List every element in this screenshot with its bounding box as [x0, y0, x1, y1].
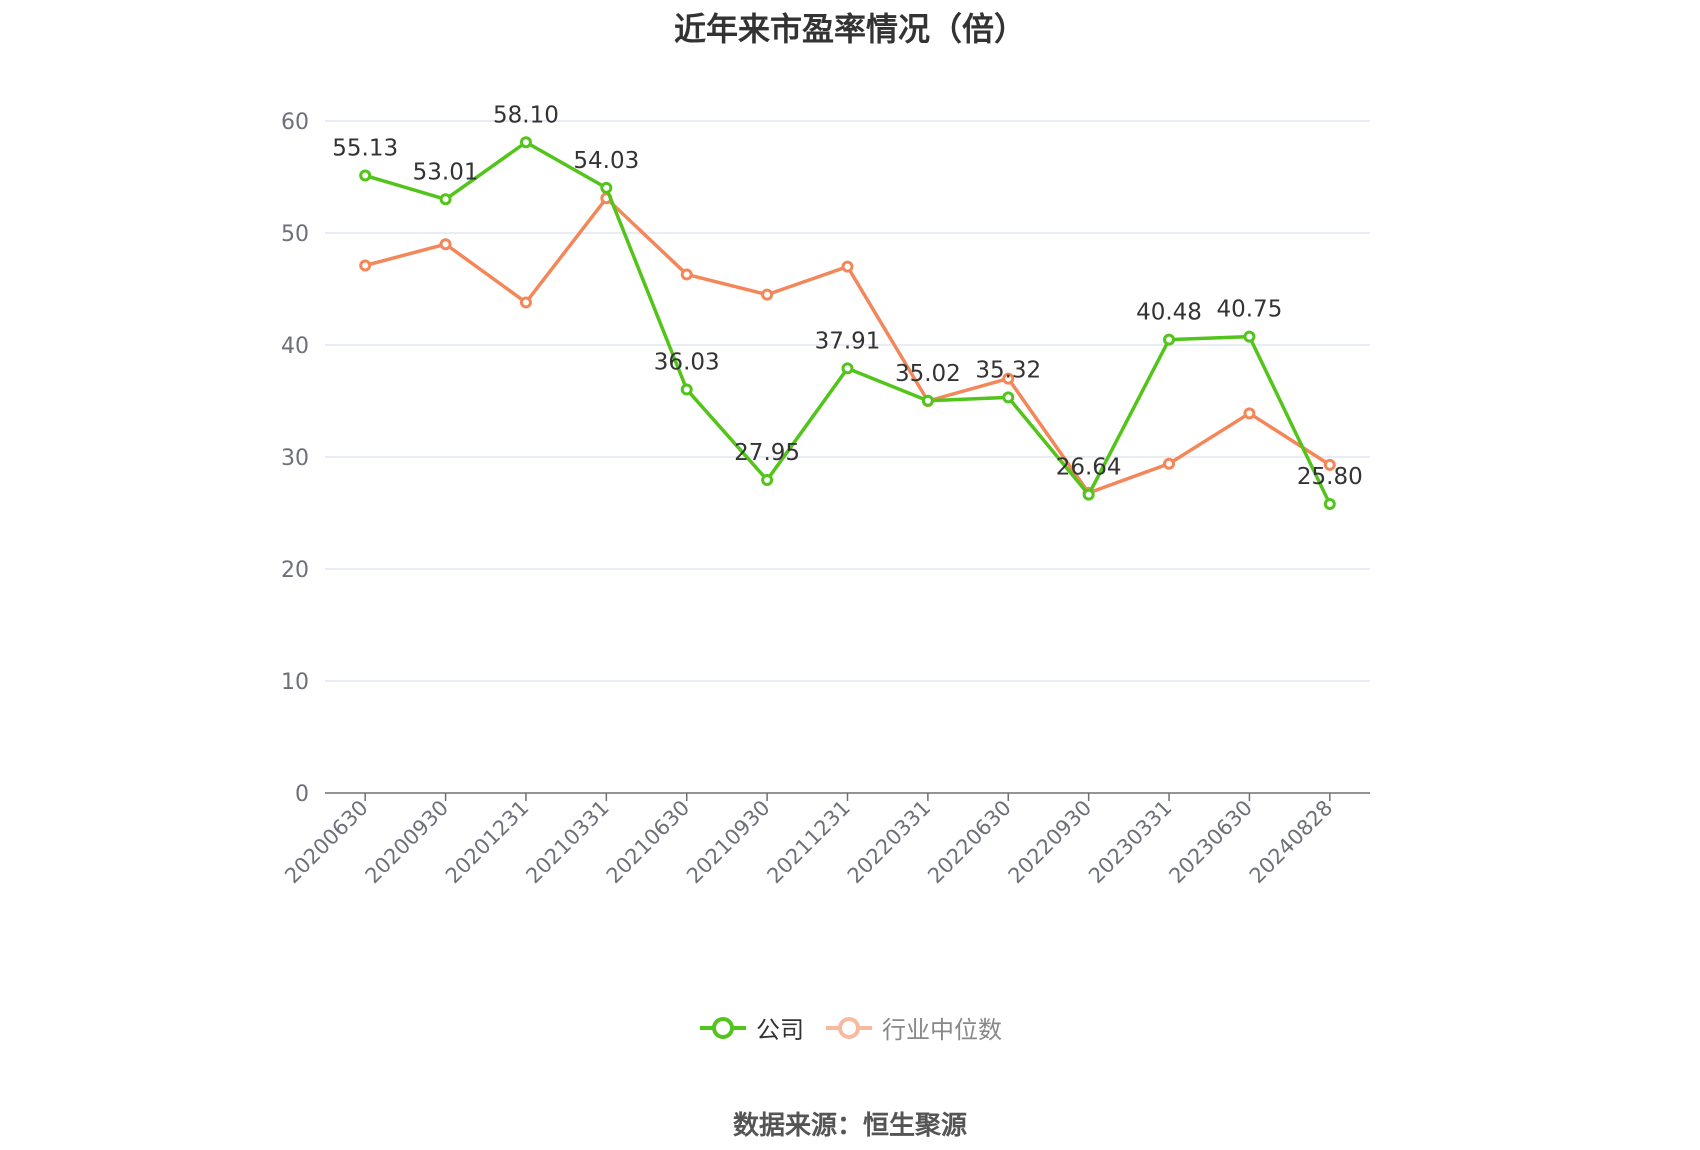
x-tick-label: 20210630 — [602, 796, 695, 889]
data-label: 36.03 — [654, 349, 720, 375]
legend-label-company: 公司 — [756, 1016, 804, 1044]
data-point — [359, 169, 372, 182]
x-tick-label: 20201231 — [441, 796, 534, 889]
data-label: 53.01 — [413, 159, 479, 185]
data-point — [761, 473, 774, 486]
legend: 公司 行业中位数 — [0, 1010, 1700, 1045]
data-point — [1243, 330, 1256, 343]
y-tick-label: 40 — [281, 334, 309, 359]
y-tick-label: 0 — [295, 782, 309, 807]
data-label: 58.10 — [493, 102, 559, 128]
data-point — [921, 394, 934, 407]
data-label: 27.95 — [734, 440, 800, 466]
legend-line-circle-icon — [700, 1016, 746, 1039]
y-tick-label: 60 — [281, 110, 309, 135]
data-point — [1002, 372, 1015, 385]
legend-item-industry-median[interactable]: 行业中位数 — [824, 1010, 1002, 1045]
grid-layer — [325, 120, 1370, 682]
data-point — [519, 296, 532, 309]
data-point — [680, 268, 693, 281]
data-point — [519, 136, 532, 149]
x-tick-label: 20230630 — [1164, 796, 1257, 889]
data-label: 40.75 — [1216, 297, 1282, 323]
x-tick-label: 20210930 — [682, 796, 775, 889]
data-label: 26.64 — [1056, 455, 1122, 481]
x-tick-label: 20230331 — [1084, 796, 1177, 889]
data-point — [439, 238, 452, 251]
data-source: 数据来源：恒生聚源 — [732, 1111, 967, 1141]
data-point — [1323, 458, 1336, 471]
data-point — [761, 288, 774, 301]
axis-layer: 0102030405060202006302020093020201231202… — [280, 110, 1370, 888]
data-point — [841, 260, 854, 273]
data-point — [439, 193, 452, 206]
series-layer — [359, 136, 1336, 511]
legend-label-industry-median: 行业中位数 — [882, 1016, 1002, 1044]
data-label: 35.32 — [975, 357, 1041, 383]
data-point — [1163, 457, 1176, 470]
x-tick-label: 20210331 — [521, 796, 614, 889]
data-point — [1082, 488, 1095, 501]
data-label: 25.80 — [1297, 464, 1363, 490]
data-point — [1002, 391, 1015, 404]
x-tick-label: 20200630 — [280, 796, 373, 889]
data-label: 37.91 — [815, 328, 881, 354]
data-label: 40.48 — [1136, 300, 1202, 326]
x-tick-label: 20211231 — [762, 796, 855, 889]
data-point — [359, 259, 372, 272]
x-tick-label: 20200930 — [361, 796, 454, 889]
chart-title: 近年来市盈率情况（倍） — [673, 10, 1026, 48]
data-point — [1163, 333, 1176, 346]
y-tick-label: 10 — [281, 670, 309, 695]
y-tick-label: 30 — [281, 446, 309, 471]
data-point — [1243, 407, 1256, 420]
y-tick-label: 20 — [281, 558, 309, 583]
legend-item-company[interactable]: 公司 — [698, 1010, 804, 1045]
legend-line-circle-icon — [826, 1016, 872, 1039]
x-tick-label: 20240828 — [1245, 796, 1338, 889]
data-label: 55.13 — [332, 136, 398, 162]
data-label: 54.03 — [573, 148, 639, 174]
label-layer: 55.13 53.01 58.10 54.03 36.03 27.95 37.91 35.02… — [332, 102, 1362, 490]
data-point — [600, 181, 613, 194]
data-point — [680, 383, 693, 396]
data-point — [841, 362, 854, 375]
x-tick-label: 20220630 — [923, 796, 1016, 889]
data-point — [1323, 498, 1336, 511]
y-tick-label: 50 — [281, 222, 309, 247]
x-tick-label: 20220331 — [843, 796, 936, 889]
data-label: 35.02 — [895, 361, 961, 387]
x-tick-label: 20220930 — [1004, 796, 1097, 889]
line-chart: 0102030405060202006302020093020201231202… — [280, 102, 1370, 888]
